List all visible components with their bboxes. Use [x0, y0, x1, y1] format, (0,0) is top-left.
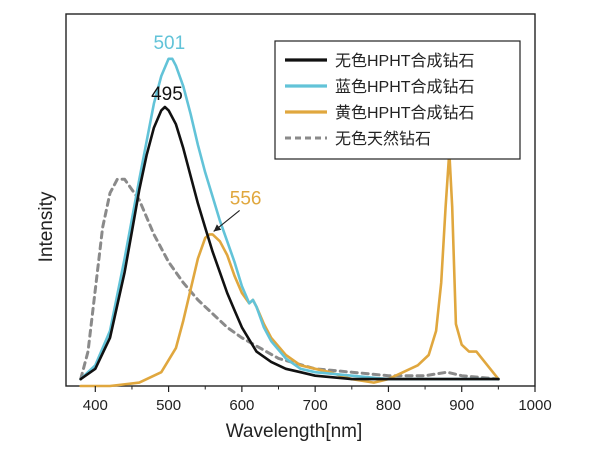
series-line-4: [79, 177, 500, 381]
legend-label-3: 黄色HPHT合成钻石: [335, 104, 475, 122]
x-tick-label: 600: [229, 397, 254, 414]
series-lines: [79, 57, 500, 388]
x-tick-label: 800: [376, 397, 401, 414]
series-line-3: [79, 150, 500, 388]
x-tick-label: 1000: [518, 397, 551, 414]
plot-border: [65, 13, 536, 387]
axes: 400 500 600 700 800 900 1000: [83, 386, 552, 414]
series-line-1: [79, 105, 500, 381]
x-tick-label: 700: [303, 397, 328, 414]
peak-label-501: 501: [153, 33, 185, 54]
x-axis-label: Wavelength[nm]: [226, 421, 363, 442]
plot-frame: [65, 13, 536, 387]
x-tick-label: 500: [156, 397, 181, 414]
legend-label-4: 无色天然钻石: [335, 130, 431, 148]
legend-label-2: 蓝色HPHT合成钻石: [335, 78, 475, 96]
peak-label-495: 495: [151, 84, 183, 105]
peak-label-556: 556: [230, 188, 262, 209]
y-axis-label: Intensity: [36, 191, 57, 262]
series-line-2: [79, 57, 500, 381]
peak-arrow-head: [213, 224, 222, 232]
x-tick-label: 400: [83, 397, 108, 414]
legend-label-1: 无色HPHT合成钻石: [335, 52, 475, 70]
x-tick-label: 900: [449, 397, 474, 414]
